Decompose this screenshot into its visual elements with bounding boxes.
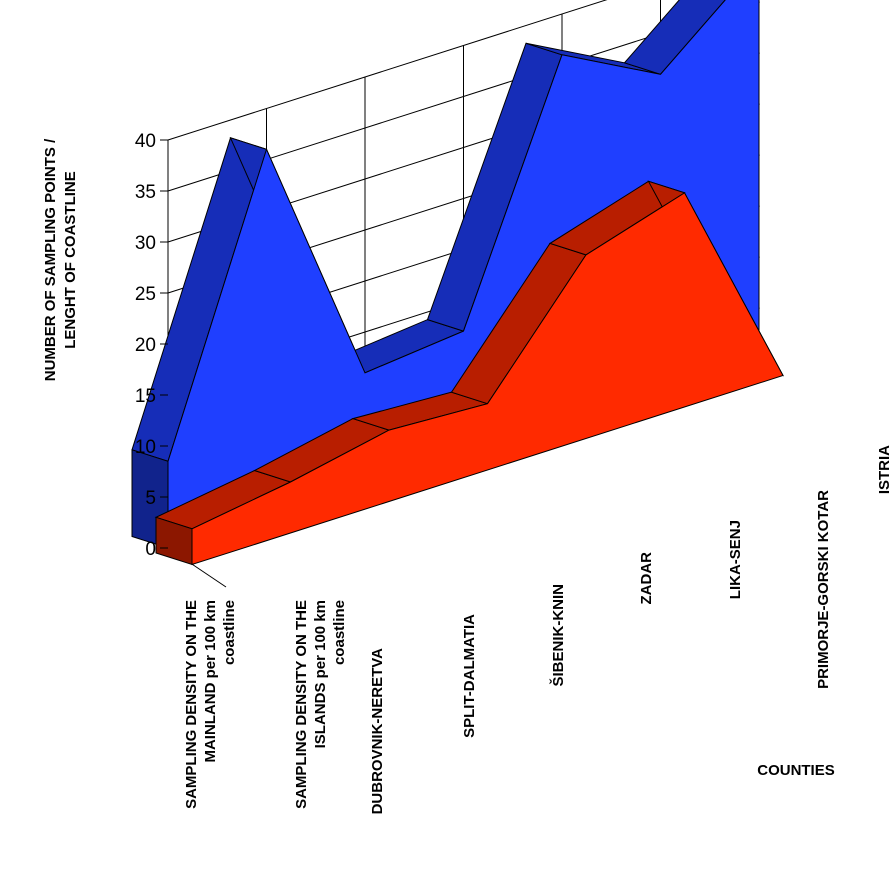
series-label-line: MAINLAND per 100 km — [202, 600, 219, 763]
y-axis-title-line-2: LENGHT OF COASTLINE — [62, 171, 79, 349]
series-label-line: coastline — [221, 600, 238, 665]
category-label: ZADAR — [638, 552, 655, 605]
category-label: SPLIT-DALMATIA — [461, 614, 478, 738]
category-labels: DUBROVNIK-NERETVA SPLIT-DALMATIA ŠIBENIK-K… — [369, 445, 893, 815]
y-tick-label: 20 — [135, 335, 156, 356]
y-tick-label: 40 — [135, 131, 156, 152]
y-tick-label: 35 — [135, 182, 156, 203]
category-label: PRIMORJE-GORSKI KOTAR — [815, 490, 832, 689]
series-label-line: coastline — [331, 600, 348, 665]
y-tick-label: 25 — [135, 284, 156, 305]
series-top-facet — [623, 0, 726, 75]
series-label-line: SAMPLING DENSITY ON THE — [293, 600, 310, 809]
category-label: ISTRIA — [876, 445, 893, 494]
y-tick-label: 15 — [135, 386, 156, 407]
category-label: ŠIBENIK-KNIN — [549, 584, 567, 687]
y-tick-label: 0 — [145, 539, 156, 560]
series-label: SAMPLING DENSITY ON THE MAINLAND per 100 … — [183, 600, 238, 809]
series-ribbon — [154, 180, 785, 566]
category-label: DUBROVNIK-NERETVA — [369, 648, 386, 815]
series-front-face — [191, 192, 784, 566]
y-tick-label: 5 — [145, 488, 156, 509]
y-tick-label: 30 — [135, 233, 156, 254]
series-label: SAMPLING DENSITY ON THE ISLANDS per 100 k… — [293, 600, 348, 809]
series-label-line: ISLANDS per 100 km — [312, 600, 329, 748]
y-tick-label: 10 — [135, 437, 156, 458]
series-ribbon — [131, 0, 760, 549]
y-axis-title-line-1: NUMBER OF SAMPLING POINTS / — [42, 138, 59, 381]
x-axis-title: COUNTIES — [757, 762, 835, 779]
series-group — [131, 0, 785, 566]
series-labels: SAMPLING DENSITY ON THE MAINLAND per 100 … — [183, 600, 348, 809]
series-label-line: SAMPLING DENSITY ON THE — [183, 600, 200, 809]
y-axis-title: NUMBER OF SAMPLING POINTS / LENGHT OF CO… — [42, 138, 79, 381]
y-axis-ticks: 0 5 10 15 20 25 30 35 40 — [135, 131, 168, 560]
category-label: LIKA-SENJ — [727, 520, 744, 599]
